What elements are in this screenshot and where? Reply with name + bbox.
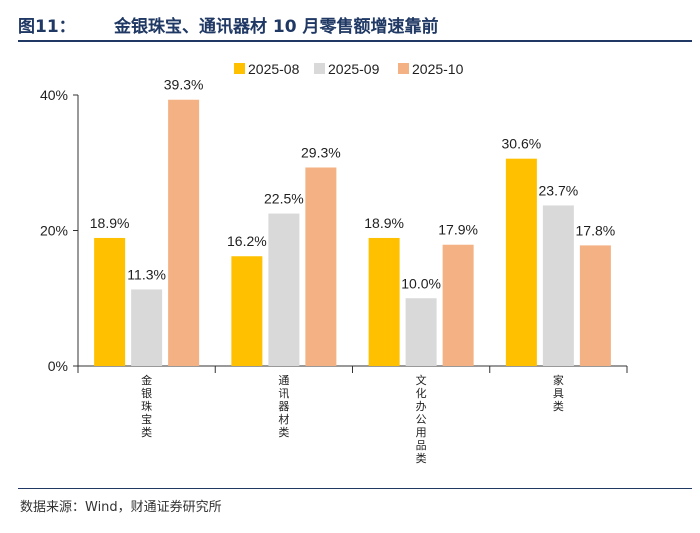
legend-label: 2025-10 xyxy=(412,61,464,77)
data-label: 30.6% xyxy=(502,136,542,152)
data-label: 23.7% xyxy=(539,182,579,198)
data-label: 18.9% xyxy=(364,215,404,231)
x-tick-label: 文化办公用品类 xyxy=(416,373,427,465)
data-label: 10.0% xyxy=(401,275,441,291)
bar xyxy=(168,99,200,367)
x-tick-label: 金银珠宝类 xyxy=(141,373,152,439)
figure-header: 图11： 金银珠宝、通讯器材 10 月零售额增速靠前 xyxy=(18,6,690,37)
bar xyxy=(442,244,474,366)
legend-swatch xyxy=(398,63,409,74)
y-tick-label: 40% xyxy=(40,87,68,103)
bar xyxy=(542,205,574,366)
y-tick-label: 20% xyxy=(40,223,68,239)
bar xyxy=(131,289,163,366)
bar xyxy=(405,298,437,366)
data-label: 39.3% xyxy=(164,77,204,93)
bar-chart: 0% 20% 40% 18.9% 16.2% 18.9% 30.6% 11.3% 22.5% 10… xyxy=(40,61,628,465)
data-label: 17.9% xyxy=(438,222,478,238)
legend-swatch xyxy=(314,63,325,74)
data-label: 11.3% xyxy=(127,266,166,282)
bar xyxy=(268,213,300,366)
header-divider xyxy=(18,40,692,42)
bar xyxy=(505,158,537,366)
footer-divider xyxy=(18,488,692,489)
bar xyxy=(94,237,126,366)
bar xyxy=(231,256,263,366)
data-label: 16.2% xyxy=(227,233,267,249)
x-tick-label: 家具类 xyxy=(553,373,564,413)
bar xyxy=(368,237,400,366)
bar xyxy=(305,167,337,366)
source-note: 数据来源：Wind，财通证券研究所 xyxy=(20,500,222,515)
data-label: 22.5% xyxy=(264,191,304,207)
y-tick-label: 0% xyxy=(48,358,68,374)
data-label: 29.3% xyxy=(301,144,341,160)
legend-label: 2025-09 xyxy=(328,61,380,77)
figure-title: 金银珠宝、通讯器材 10 月零售额增速靠前 xyxy=(114,17,439,37)
data-label: 18.9% xyxy=(90,215,130,231)
data-label: 17.8% xyxy=(576,222,616,238)
legend-label: 2025-08 xyxy=(248,61,300,77)
figure-label: 图11： xyxy=(18,17,76,37)
bar xyxy=(579,245,611,366)
x-tick-label: 通讯器材类 xyxy=(278,374,289,439)
legend-swatch xyxy=(234,63,245,74)
